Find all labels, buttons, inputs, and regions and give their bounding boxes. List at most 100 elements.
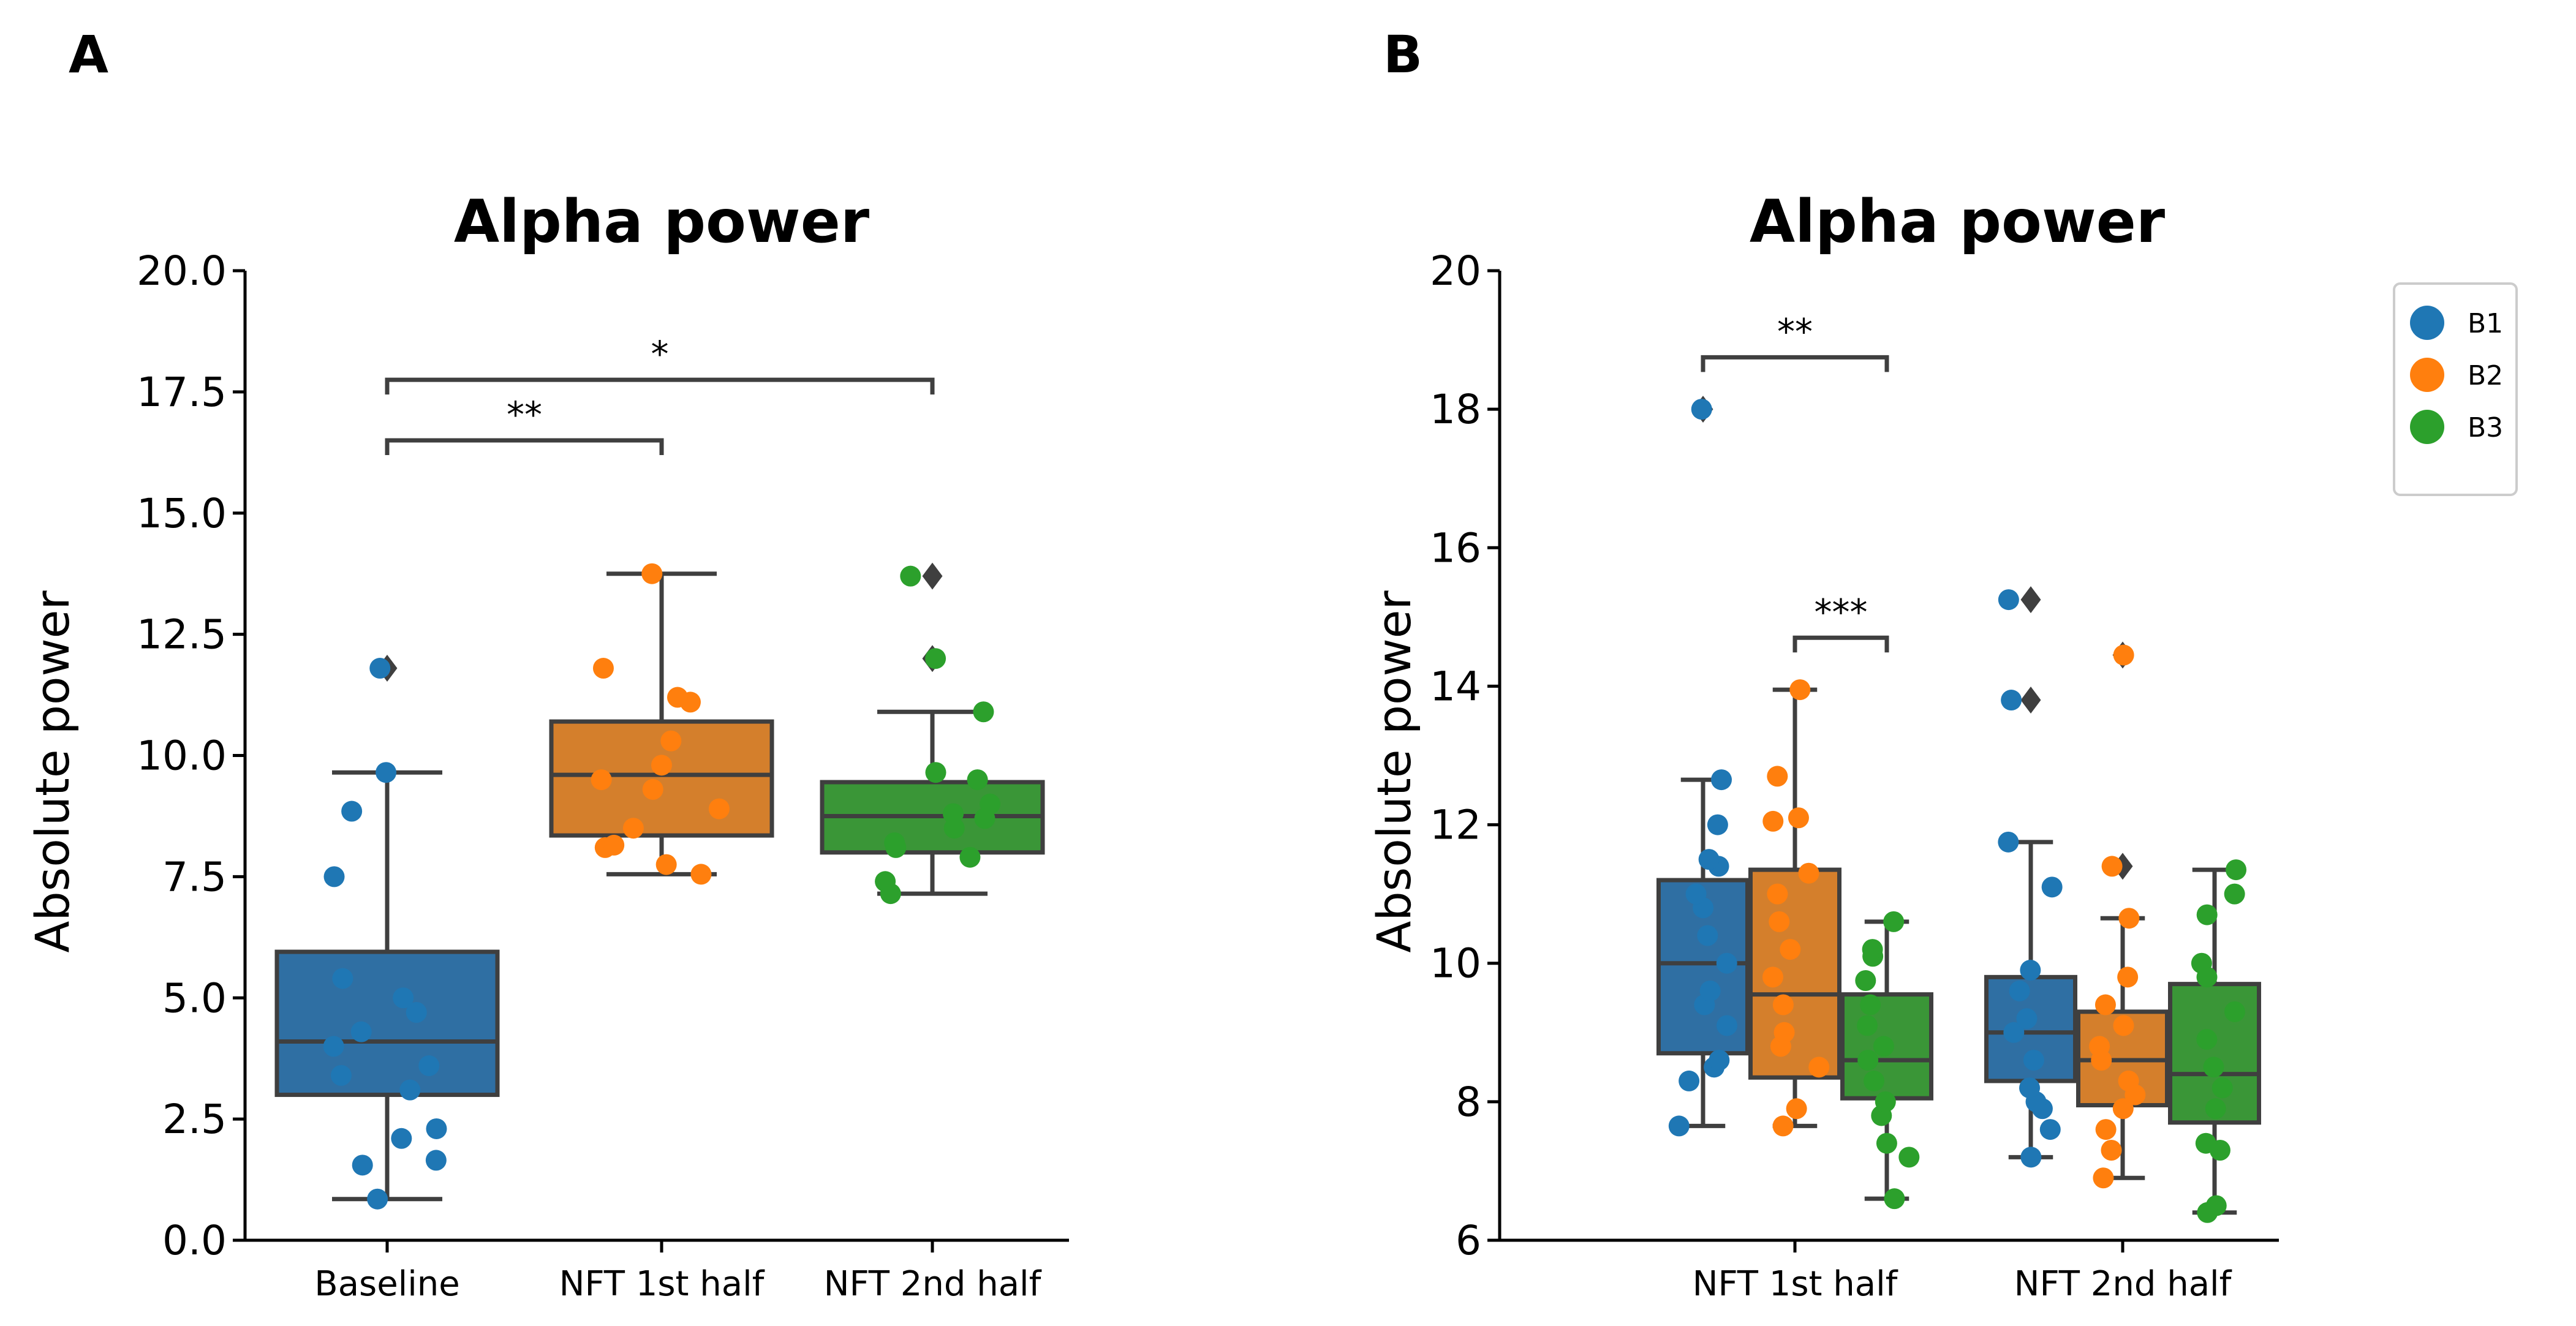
y-tick-label: 14 — [1430, 663, 1481, 710]
data-point — [642, 778, 663, 800]
data-point — [2094, 994, 2116, 1015]
data-point — [1709, 1050, 1730, 1071]
legend: B1 B2 B3 — [2393, 282, 2518, 496]
data-point — [1769, 911, 1790, 932]
data-point — [323, 1036, 344, 1057]
data-point — [1699, 980, 1721, 1001]
data-point — [1873, 1036, 1894, 1057]
data-point — [959, 846, 981, 868]
data-point — [2212, 1077, 2233, 1099]
y-tick-label: 10.0 — [137, 733, 227, 780]
significance-bracket — [1701, 355, 1889, 372]
data-point — [1857, 1050, 1879, 1071]
data-point — [2196, 904, 2218, 925]
data-point — [2039, 1119, 2061, 1140]
data-point — [1998, 589, 2019, 611]
data-point — [2224, 1001, 2245, 1022]
data-point — [1772, 1115, 1794, 1137]
data-point — [1773, 1022, 1795, 1043]
data-point — [2205, 1098, 2226, 1120]
data-point — [1798, 862, 1819, 884]
box-group-nft-2nd-half-b3 — [2168, 859, 2261, 1223]
box-group-nft-1st-half-b1 — [1656, 396, 1750, 1137]
data-point — [391, 1128, 412, 1149]
data-point — [1691, 399, 1712, 420]
data-point — [2093, 1167, 2114, 1189]
data-point — [1698, 849, 1720, 870]
legend-marker-b3 — [2410, 410, 2444, 444]
data-point — [2113, 644, 2134, 666]
data-point — [1788, 807, 1809, 829]
data-point — [418, 1055, 440, 1077]
data-point — [2016, 1008, 2038, 1030]
data-point — [2019, 1077, 2041, 1099]
panel-a-label: A — [69, 24, 108, 85]
y-tick-label: 12.5 — [137, 611, 227, 658]
data-point — [2203, 1057, 2224, 1078]
data-point — [1780, 939, 1801, 960]
data-point — [1855, 970, 1876, 991]
data-point — [2101, 1140, 2122, 1161]
data-point — [973, 701, 994, 723]
data-point — [406, 1001, 427, 1023]
data-point — [332, 968, 353, 989]
data-point — [591, 769, 612, 791]
data-point — [2196, 1029, 2218, 1050]
data-point — [1762, 966, 1783, 988]
significance-bracket — [385, 438, 664, 456]
outlier-marker — [2020, 687, 2041, 714]
data-point — [1772, 994, 1794, 1015]
data-point — [2001, 690, 2022, 711]
legend-marker-b1 — [2410, 306, 2444, 340]
data-point — [367, 1188, 388, 1210]
significance-bracket — [1792, 635, 1889, 653]
data-point — [943, 803, 964, 824]
data-point — [690, 864, 712, 885]
data-point — [2101, 856, 2123, 877]
significance-bracket — [385, 377, 935, 395]
panel-b-ylabel: Absolute power — [1367, 590, 1421, 953]
data-point — [1767, 766, 1788, 787]
significance-label: ** — [507, 394, 542, 435]
data-point — [2041, 876, 2063, 898]
data-point — [352, 1155, 373, 1176]
box-group-nft-2nd-half — [820, 562, 1045, 905]
panel-a-plot: 0.0 2.5 5.0 7.5 10.0 12.5 15.0 17.5 20.0 Baseline… — [137, 247, 1069, 1304]
y-tick-label: 8 — [1456, 1079, 1481, 1126]
data-point — [1767, 883, 1788, 905]
data-point — [875, 871, 896, 892]
data-point — [2226, 859, 2247, 881]
data-point — [1711, 769, 1732, 791]
data-point — [1786, 1098, 1807, 1120]
data-point — [2224, 883, 2245, 905]
data-point — [2117, 966, 2139, 988]
x-tick-label: NFT 2nd half — [2014, 1264, 2232, 1304]
data-point — [967, 769, 988, 791]
data-point — [330, 1064, 352, 1086]
x-tick-label: NFT 1st half — [559, 1264, 765, 1304]
data-point — [1998, 831, 2019, 853]
y-tick-label: 12 — [1430, 802, 1481, 849]
y-tick-label: 6 — [1456, 1217, 1481, 1264]
data-point — [2113, 1015, 2134, 1036]
box-baseline — [274, 949, 500, 1098]
y-tick-label: 2.5 — [162, 1096, 227, 1143]
data-point — [592, 658, 614, 679]
legend-label-b1: B1 — [2468, 308, 2503, 339]
y-tick-label: 16 — [1430, 524, 1481, 571]
panel-b-plot: 6 8 10 12 14 16 18 20 NFT 1st half NFT 2nd half **… — [1430, 247, 2279, 1304]
data-point — [323, 866, 345, 887]
data-point — [925, 648, 946, 669]
data-point — [1875, 1091, 1896, 1112]
legend-label-b2: B2 — [2468, 360, 2503, 391]
data-point — [350, 1021, 372, 1042]
data-point — [660, 730, 682, 752]
data-point — [1716, 1015, 1737, 1036]
box-group-baseline — [274, 655, 500, 1210]
data-point — [1898, 1147, 1920, 1168]
data-point — [1860, 994, 1881, 1015]
panel-a-title: Alpha power — [454, 187, 870, 256]
data-point — [1864, 1070, 1885, 1091]
data-point — [1883, 911, 1905, 932]
data-point — [425, 1150, 447, 1171]
